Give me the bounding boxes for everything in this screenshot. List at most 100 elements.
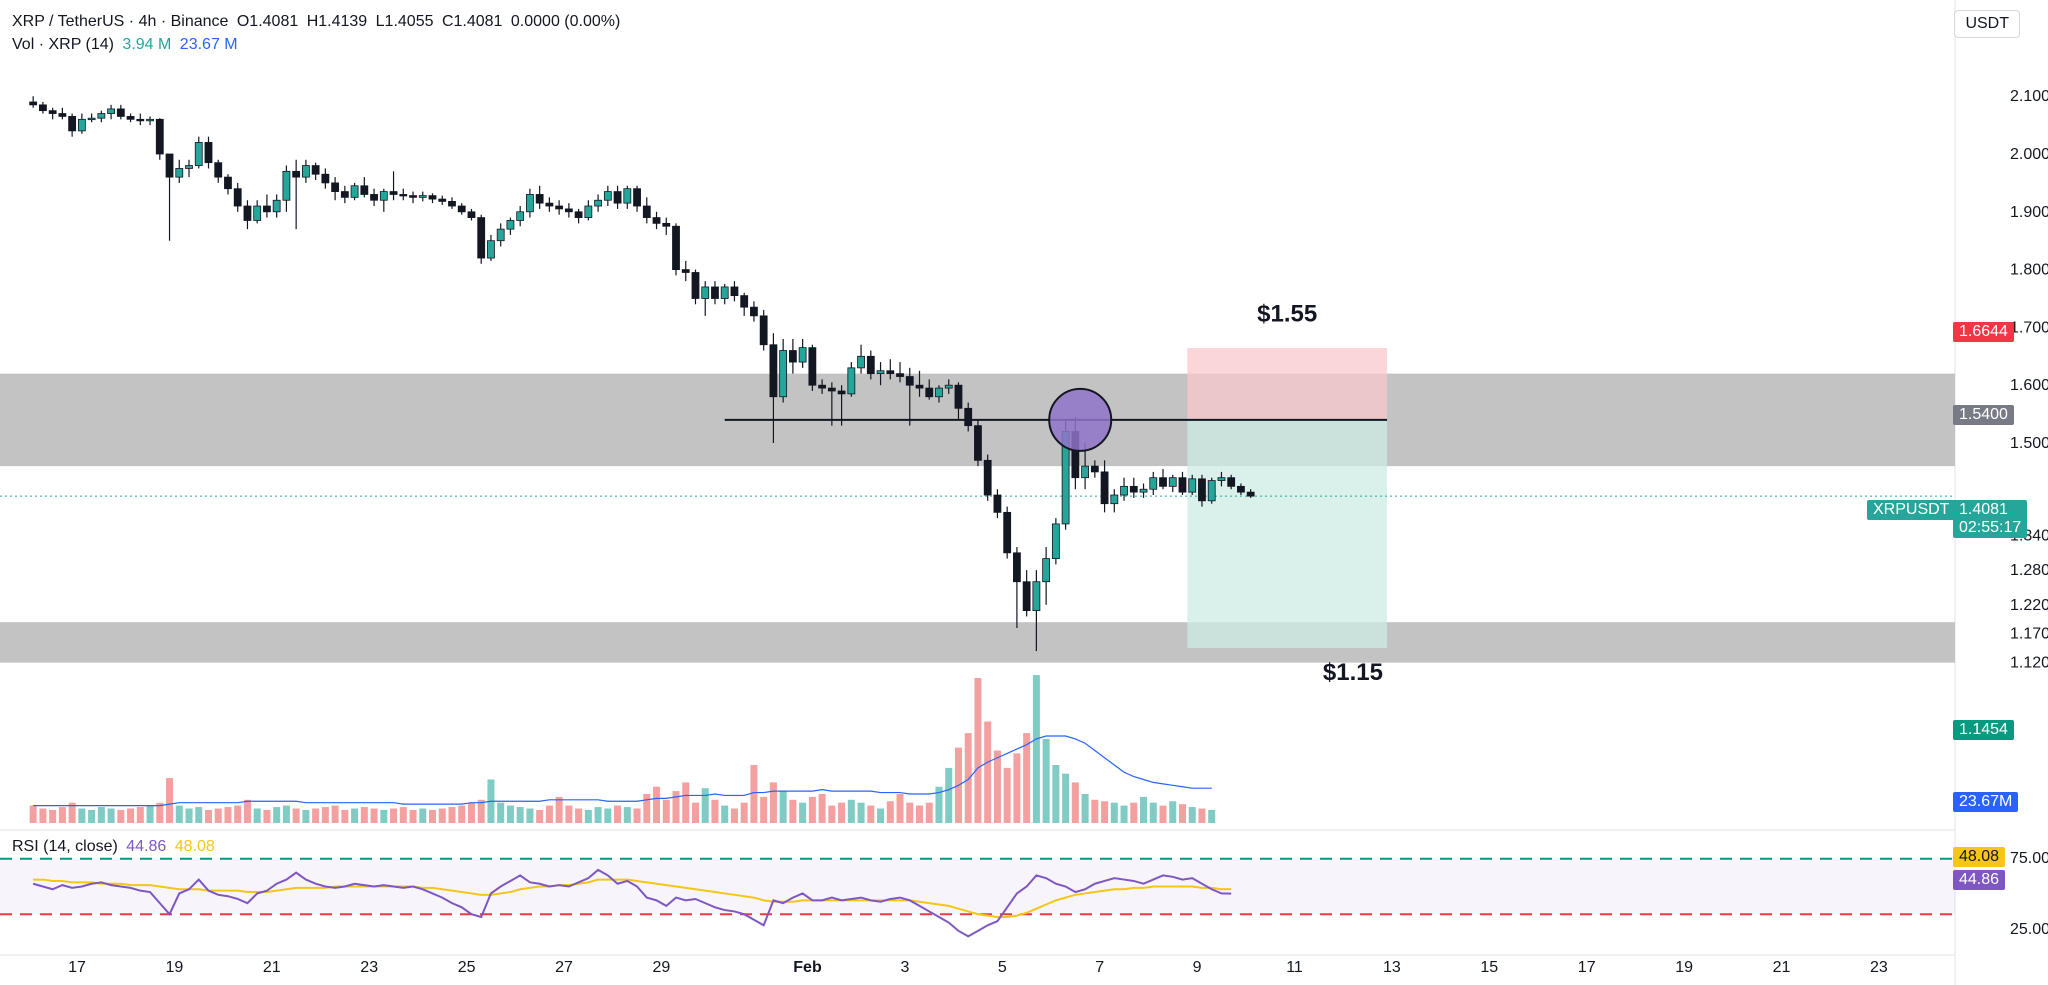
price-tick-label: 1.1700: [2010, 626, 2048, 643]
candle-body: [340, 191, 349, 198]
candle-body: [1188, 478, 1197, 493]
price-tick-label: 1.6000: [2010, 377, 2048, 394]
stop-loss-zone: [1187, 347, 1388, 420]
rsi-tag: 44.86: [1953, 870, 2006, 890]
candle-body: [126, 116, 135, 120]
candle-body: [448, 200, 456, 207]
volume-bar: [360, 807, 368, 823]
target-price-tag: 1.1454: [1953, 720, 2014, 740]
rsi-line: [32, 868, 1232, 938]
candle-body: [194, 142, 203, 166]
volume-bar: [370, 808, 378, 823]
candle-body: [516, 211, 525, 221]
volume-bar: [1023, 733, 1031, 823]
volume-value: 3.94 M: [122, 36, 172, 53]
rsi-label[interactable]: RSI (14, close): [12, 838, 118, 855]
volume-bar: [458, 805, 466, 823]
time-tick-label: 5: [998, 959, 1007, 976]
candle-body: [662, 222, 671, 227]
volume-bar: [769, 782, 777, 823]
candle-body: [506, 220, 515, 230]
candle-body: [311, 165, 320, 175]
volume-bar: [409, 809, 417, 823]
volume-bar: [1110, 802, 1118, 823]
candle-body: [681, 269, 690, 273]
volume-bar: [916, 805, 924, 823]
symbol-legend: XRP / TetherUS · 4h · Binance O1.4081 H1…: [12, 13, 624, 31]
symbol-title[interactable]: XRP / TetherUS · 4h · Binance: [12, 13, 229, 30]
volume-bar: [691, 802, 699, 823]
candle-body: [418, 195, 427, 198]
candle-body: [1100, 471, 1109, 505]
volume-bar: [127, 808, 135, 823]
volume-bar: [653, 786, 661, 823]
candle-body: [642, 205, 651, 218]
candle-body: [409, 195, 417, 198]
volume-bar: [497, 802, 505, 823]
candle-body: [818, 384, 827, 389]
candle-body: [360, 185, 369, 195]
volume-bar: [867, 805, 875, 823]
volume-ma-tag: 23.67M: [1953, 792, 2019, 812]
volume-bar: [429, 809, 437, 823]
volume-bar: [993, 750, 1001, 823]
close-value: C1.4081: [441, 13, 503, 30]
candle-body: [389, 191, 398, 195]
volume-ma-value: 23.67 M: [179, 36, 238, 53]
time-tick-label: 11: [1286, 959, 1303, 976]
candle-body: [97, 113, 106, 119]
last-price-tag: 1.4081 02:55:17: [1953, 500, 2028, 538]
upper-target-label: $1.55: [1257, 301, 1317, 328]
rsi-ma-tag: 48.08: [1953, 847, 2006, 867]
candle-body: [974, 425, 982, 461]
candle-body: [905, 376, 914, 386]
volume-bar: [312, 808, 320, 823]
volume-bar: [789, 799, 797, 823]
candle-body: [574, 211, 583, 218]
volume-bar: [351, 808, 359, 823]
volume-bar: [886, 801, 894, 823]
rsi-band-fill: [0, 858, 1955, 915]
candle-body: [107, 108, 115, 114]
volume-bar: [614, 805, 622, 823]
time-tick-label: 27: [555, 959, 573, 976]
candle-body: [331, 182, 340, 192]
volume-bar: [156, 802, 164, 823]
candle-body: [116, 108, 125, 117]
change-value: 0.0000 (0.00%): [510, 13, 621, 30]
volume-bar: [808, 796, 816, 823]
volume-bar: [594, 807, 602, 823]
volume-bar: [29, 805, 37, 823]
candle-body: [253, 205, 262, 221]
candle-body: [779, 350, 788, 398]
volume-bar: [701, 788, 709, 823]
candle-body: [399, 194, 408, 197]
candle-body: [1237, 485, 1245, 493]
take-profit-zone: [1187, 419, 1388, 648]
volume-bar: [253, 808, 261, 823]
high-value: H1.4139: [306, 13, 368, 30]
volume-legend: Vol · XRP (14) 3.94 M 23.67 M: [12, 36, 242, 54]
volume-bar: [847, 799, 855, 823]
volume-bar: [740, 802, 748, 823]
currency-button[interactable]: USDT: [1954, 10, 2020, 38]
candle-body: [964, 407, 973, 427]
volume-bar: [243, 799, 251, 823]
volume-bar: [818, 794, 826, 823]
time-tick-label: 21: [1773, 959, 1791, 976]
candle-body: [155, 118, 164, 155]
volume-bar: [321, 807, 329, 823]
candle-body: [623, 188, 632, 204]
volume-label[interactable]: Vol · XRP (14): [12, 36, 114, 53]
volume-bar: [896, 794, 904, 823]
candle-body: [808, 347, 817, 386]
time-tick-label: 29: [653, 959, 671, 976]
candle-body: [457, 205, 466, 213]
volume-bar: [195, 807, 203, 823]
volume-bar: [575, 808, 583, 823]
volume-bar: [1178, 804, 1186, 823]
candle-body: [1246, 491, 1255, 497]
candle-body: [165, 153, 174, 178]
candle-body: [77, 118, 86, 132]
